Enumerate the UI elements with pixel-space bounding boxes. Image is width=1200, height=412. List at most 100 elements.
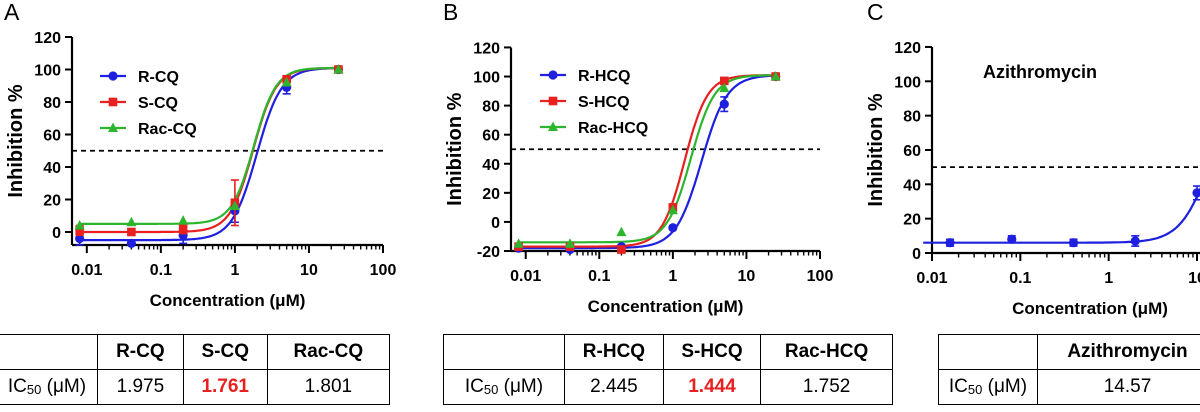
fit-curve — [923, 186, 1200, 244]
fit-curve — [518, 74, 780, 248]
table-cell: 14.57 — [1037, 369, 1200, 405]
x-tick-label: 0.1 — [588, 268, 610, 285]
y-tick-label: 0 — [491, 215, 500, 232]
y-tick-label: 120 — [34, 30, 61, 47]
chart-panel-b: B -20 0 20 40 60 80 100 120 0.01 0.1 1 10 100 Concentr… — [443, 0, 833, 316]
data-point — [565, 238, 576, 248]
y-tick-label: 120 — [894, 40, 921, 57]
x-tick-label: 1 — [230, 262, 239, 279]
data-point — [616, 226, 627, 237]
data-point — [945, 238, 955, 248]
data-point — [108, 97, 118, 107]
data-point — [75, 226, 84, 235]
table-cell: 1.975 — [97, 369, 184, 405]
x-tick-label: 0.01 — [71, 262, 102, 279]
table-header: Azithromycin — [1037, 334, 1200, 370]
data-point — [281, 77, 292, 87]
data-point — [126, 238, 136, 248]
table-corner — [938, 334, 1038, 370]
data-point — [1068, 238, 1079, 248]
y-tick-label: 60 — [903, 143, 921, 160]
table-cell-highlight: 1.444 — [662, 369, 762, 405]
data-point — [770, 71, 781, 81]
table-cell-highlight: 1.761 — [182, 369, 268, 405]
data-point — [127, 227, 136, 237]
table-cell: 1.752 — [760, 369, 893, 405]
data-point — [1192, 188, 1200, 198]
panel-letter: C — [867, 0, 884, 25]
x-tick-label: 100 — [807, 268, 834, 285]
data-point — [617, 245, 626, 254]
data-point — [667, 204, 678, 215]
data-point — [333, 64, 344, 74]
x-tick-label: 1 — [668, 268, 677, 285]
data-point — [668, 223, 678, 233]
fit-curve — [518, 74, 780, 244]
data-point — [229, 200, 240, 210]
fit-curve — [79, 66, 343, 242]
y-tick-label: 100 — [34, 63, 61, 80]
data-point — [74, 220, 85, 230]
table-corner — [443, 334, 565, 370]
data-point — [75, 233, 85, 244]
data-point — [108, 71, 118, 81]
data-point — [548, 121, 558, 131]
table-header: S-HCQ — [662, 334, 762, 370]
x-tick-label: 0.1 — [1009, 270, 1031, 287]
y-tick-label: 0 — [912, 246, 921, 263]
y-tick-label: 20 — [903, 212, 921, 229]
data-point — [719, 99, 729, 109]
y-tick-label: 100 — [473, 70, 500, 87]
x-axis-title: Concentration (μM) — [150, 291, 306, 310]
x-tick-label: 0.1 — [150, 262, 172, 279]
y-tick-label: 20 — [482, 186, 500, 203]
legend-label: S-HCQ — [578, 94, 630, 111]
x-tick-label: 10 — [738, 268, 756, 285]
data-point — [178, 224, 188, 234]
legend-label: R-HCQ — [578, 68, 630, 85]
legend-label: Rac-HCQ — [578, 120, 648, 137]
data-point — [1007, 234, 1017, 244]
chart-panel-a: A 0 20 40 60 80 100 120 0.01 0.1 1 10 100 Concentrati… — [4, 0, 396, 310]
data-point — [108, 122, 118, 132]
x-axis-title: Concentration (μM) — [588, 297, 744, 316]
x-tick-label: 0.01 — [510, 268, 541, 285]
table-corner — [0, 334, 98, 370]
data-point — [719, 76, 729, 86]
table-header: Rac-HCQ — [760, 334, 893, 370]
y-tick-label: -20 — [477, 244, 500, 261]
legend-label: Rac-CQ — [138, 121, 197, 138]
y-tick-label: 20 — [43, 193, 61, 210]
x-tick-label: 10 — [300, 262, 318, 279]
table-header: R-HCQ — [564, 334, 664, 370]
chart-title: Azithromycin — [983, 62, 1097, 82]
y-axis-title: Inhibition % — [444, 92, 466, 206]
x-tick-label: 1 — [1104, 270, 1113, 287]
data-point — [1130, 236, 1140, 246]
panel-letter: B — [443, 0, 458, 25]
row-label: IC50 (μM) — [443, 369, 565, 405]
ic50-table-c: Azithromycin IC50 (μM) 14.57 — [938, 334, 1200, 405]
fit-curve — [518, 74, 780, 250]
y-tick-label: 0 — [52, 225, 61, 242]
y-tick-label: 40 — [482, 157, 500, 174]
table-header: Rac-CQ — [266, 334, 391, 370]
legend-label: S-CQ — [138, 95, 178, 112]
y-tick-label: 100 — [894, 74, 921, 91]
y-tick-label: 80 — [43, 95, 61, 112]
table-cell: 2.445 — [564, 369, 664, 405]
y-axis-title: Inhibition % — [865, 93, 887, 207]
y-tick-label: 80 — [482, 99, 500, 116]
row-label: IC50 (μM) — [938, 369, 1038, 405]
table-header: S-CQ — [182, 334, 268, 370]
y-tick-label: 120 — [473, 40, 500, 57]
y-tick-label: 40 — [903, 177, 921, 194]
chart-panel-c: C 0 20 40 60 80 100 120 0.01 0.1 1 10 Concentration … — [865, 0, 1200, 318]
ic50-table-a: R-CQ S-CQ Rac-CQ IC50 (μM) 1.975 1.761 1… — [0, 334, 391, 405]
data-point — [178, 215, 189, 225]
panel-letter: A — [4, 0, 20, 25]
y-tick-label: 80 — [903, 109, 921, 126]
x-axis-title: Concentration (μM) — [1012, 299, 1168, 318]
data-point — [719, 82, 730, 93]
x-tick-label: 10 — [1188, 270, 1200, 287]
